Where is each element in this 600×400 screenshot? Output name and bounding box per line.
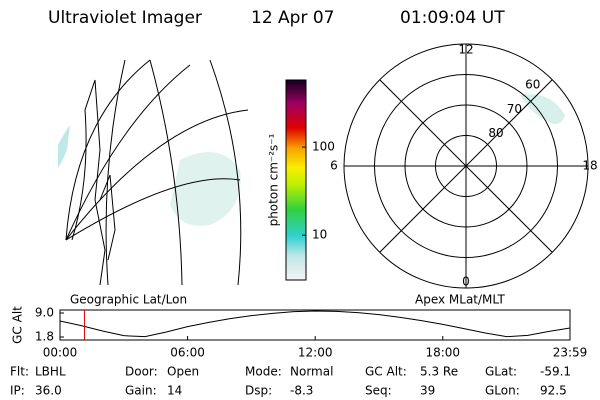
mlt-label: 18 [582, 159, 597, 173]
field-label: Seq: [365, 384, 392, 398]
colorbar-tick-label: 10 [312, 228, 327, 242]
field-label: Gain: [125, 384, 157, 398]
alt-curve [59, 310, 571, 338]
field-value: 5.3 Re [420, 365, 458, 379]
field-label: GLon: [485, 384, 520, 398]
map-label: Geographic Lat/Lon [70, 293, 187, 307]
field-label: IP: [10, 384, 25, 398]
field-label: Mode: [245, 365, 282, 379]
colorbar-tick-label: 100 [312, 140, 335, 154]
date: 12 Apr 07 [251, 8, 334, 28]
field-value: 14 [167, 384, 182, 398]
alt-frame [59, 309, 571, 341]
colorbar-label: photon cm⁻²s⁻¹ [267, 133, 281, 226]
field-value: -59.1 [540, 365, 571, 379]
alt-x-tick-label: 23:59 [553, 346, 588, 360]
field-value: 92.5 [540, 384, 567, 398]
field-value: Normal [290, 365, 333, 379]
aurora-patch [520, 94, 565, 124]
polar-ring-label: 80 [488, 126, 503, 140]
field-value: 39 [420, 384, 435, 398]
field-label: Flt: [10, 365, 29, 379]
polar-label: Apex MLat/MLT [415, 293, 505, 307]
alt-x-tick-label: 18:00 [425, 346, 460, 360]
mlt-label: 6 [330, 159, 338, 173]
field-value: LBHL [35, 365, 66, 379]
field-value: -8.3 [290, 384, 313, 398]
field-label: GLat: [485, 365, 517, 379]
field-value: 36.0 [35, 384, 62, 398]
colorbar [285, 79, 307, 281]
geo-map [58, 59, 249, 286]
mlt-label: 12 [458, 43, 473, 57]
alt-y-tick-label: 1.8 [35, 330, 54, 344]
field-label: Door: [125, 365, 158, 379]
time: 01:09:04 UT [400, 8, 505, 28]
polar-spoke [379, 79, 553, 253]
polar-plot [343, 43, 589, 289]
field-label: Dsp: [245, 384, 272, 398]
alt-x-tick-label: 00:00 [43, 346, 78, 360]
alt-x-tick-label: 06:00 [170, 346, 205, 360]
title: Ultraviolet Imager [48, 8, 202, 28]
polar-ring-label: 70 [507, 102, 522, 116]
polar-ring-label: 60 [525, 77, 540, 91]
mlt-label: 0 [462, 275, 470, 289]
alt-ylabel: GC Alt [11, 306, 25, 344]
field-value: Open [167, 365, 199, 379]
alt-y-tick-label: 9.0 [35, 306, 54, 320]
field-label: GC Alt: [365, 365, 407, 379]
alt-x-tick-label: 12:00 [298, 346, 333, 360]
